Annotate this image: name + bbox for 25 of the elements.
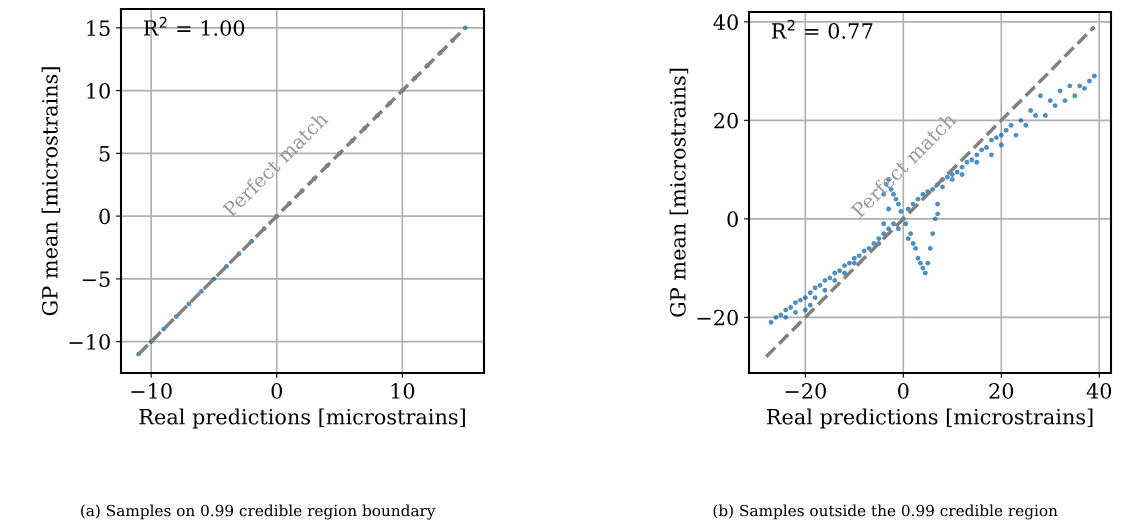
y-tick-label: −5 [82,271,110,288]
x-axis-title: Real predictions [microstrains] [766,408,1093,429]
y-tick-label: 40 [713,14,738,31]
text: (b) Samples outside the 0.99 credible region [713,504,1058,520]
y-axis-title: GP mean [microstrains] [669,68,689,317]
x-tick-label: 20 [989,383,1014,399]
y-tick-label: 20 [714,112,738,129]
y-tick-label: −20 [697,309,738,326]
annotation: R$^{2}$ = 0.77 [771,19,873,39]
x-tick-label: 0 [271,383,282,399]
y-tick-label: 5 [99,146,110,162]
y-tick-label: 10 [87,83,110,99]
x-tick-label: −10 [131,383,172,399]
x-tick-label: 40 [1086,383,1112,399]
y-tick-label: 0 [727,211,738,228]
annotation: R$^{2}$ = 1.00 [143,16,245,36]
x-axis-title: Real predictions [microstrains] [139,408,465,429]
y-tick-label: 0 [99,208,110,225]
text: (a) Samples on 0.99 credible region boundary [81,504,436,520]
y-axis-title: GP mean [microstrains] [41,67,61,316]
x-tick-label: 10 [391,383,415,399]
y-tick-label: 15 [87,20,110,37]
y-tick-label: −10 [69,334,110,350]
x-tick-label: −20 [785,383,826,399]
x-tick-label: 0 [898,383,909,399]
